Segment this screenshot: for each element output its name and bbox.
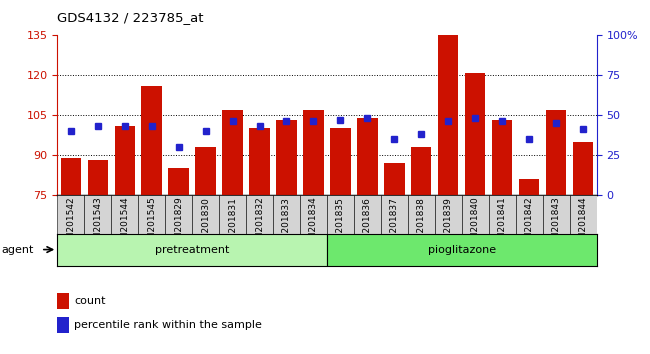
Text: GSM201842: GSM201842 [525,197,534,251]
FancyBboxPatch shape [165,195,192,234]
Text: GSM201542: GSM201542 [66,197,75,251]
Text: GSM201831: GSM201831 [228,197,237,252]
Text: GSM201834: GSM201834 [309,197,318,251]
Text: GSM201835: GSM201835 [336,197,345,252]
Bar [492,120,512,195]
Bar [465,73,486,195]
Text: GSM201545: GSM201545 [147,197,156,251]
Text: GSM201832: GSM201832 [255,197,264,251]
Bar [411,147,432,195]
Bar [276,120,296,195]
FancyBboxPatch shape [192,195,219,234]
FancyBboxPatch shape [138,195,165,234]
Bar [88,160,108,195]
FancyBboxPatch shape [462,195,489,234]
Bar [384,163,404,195]
Bar [60,158,81,195]
Text: GSM201829: GSM201829 [174,197,183,251]
FancyBboxPatch shape [219,195,246,234]
Text: GSM201836: GSM201836 [363,197,372,252]
FancyBboxPatch shape [327,195,354,234]
Text: GSM201840: GSM201840 [471,197,480,251]
Bar [438,35,458,195]
Text: GSM201838: GSM201838 [417,197,426,252]
Bar [114,126,135,195]
FancyBboxPatch shape [569,195,597,234]
Text: GSM201837: GSM201837 [390,197,399,252]
Text: GSM201830: GSM201830 [201,197,210,252]
Bar [519,179,540,195]
Text: count: count [75,296,106,306]
Bar [546,110,566,195]
Text: GSM201543: GSM201543 [93,197,102,251]
FancyBboxPatch shape [111,195,138,234]
FancyBboxPatch shape [354,195,381,234]
Text: GSM201544: GSM201544 [120,197,129,251]
FancyBboxPatch shape [543,195,569,234]
FancyBboxPatch shape [489,195,516,234]
Bar [250,128,270,195]
Bar [304,110,324,195]
Text: percentile rank within the sample: percentile rank within the sample [75,320,263,330]
FancyBboxPatch shape [408,195,435,234]
Bar [57,317,69,333]
Bar [222,110,242,195]
Bar [330,128,350,195]
FancyBboxPatch shape [516,195,543,234]
Text: GSM201843: GSM201843 [552,197,561,251]
Text: pioglitazone: pioglitazone [428,245,496,255]
Text: GSM201839: GSM201839 [444,197,453,252]
Text: pretreatment: pretreatment [155,245,229,255]
Text: GDS4132 / 223785_at: GDS4132 / 223785_at [57,11,203,24]
FancyBboxPatch shape [246,195,273,234]
FancyBboxPatch shape [381,195,408,234]
Text: GSM201833: GSM201833 [282,197,291,252]
Bar [358,118,378,195]
FancyBboxPatch shape [273,195,300,234]
FancyBboxPatch shape [300,195,327,234]
Text: GSM201841: GSM201841 [498,197,507,251]
FancyBboxPatch shape [84,195,111,234]
Bar [168,168,188,195]
FancyBboxPatch shape [435,195,462,234]
Bar [196,147,216,195]
Text: agent: agent [1,245,34,255]
Bar [573,142,593,195]
Text: GSM201844: GSM201844 [578,197,588,251]
Bar [142,86,162,195]
Bar [57,293,69,309]
FancyBboxPatch shape [57,195,84,234]
